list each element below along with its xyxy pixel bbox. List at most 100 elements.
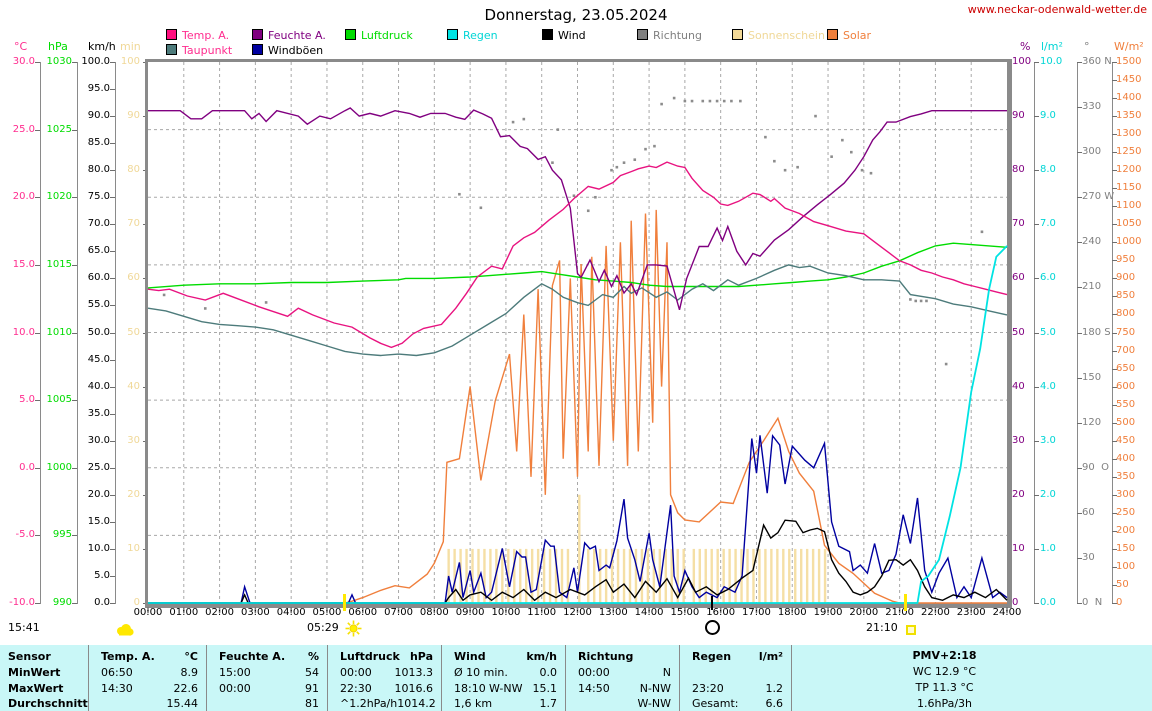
axis-tick-label: 150 [1082, 371, 1102, 383]
table-text: 22.6 [173, 681, 199, 695]
x-axis-tick-label: 21:00 [885, 607, 915, 618]
table-text: 00:00 [219, 681, 251, 695]
legend-item-sonnenschein: Sonnenschein [732, 29, 825, 42]
axis-tick-label: 0.0 [94, 597, 110, 608]
table-text: Gesamt: [692, 697, 739, 710]
axis-tick-label: 90 [1012, 110, 1025, 122]
x-axis-tick-label: 12:00 [563, 607, 592, 618]
axis-tick-label: 20 [1012, 488, 1025, 500]
axis-tick-label: 60 [1012, 272, 1025, 284]
axis-tick-label: 400 [1116, 452, 1136, 464]
x-axis-tick-label: 02:00 [205, 607, 234, 618]
axis-tick-mark [110, 386, 115, 388]
axis-tick-mark [1112, 242, 1117, 244]
table-cell-wind: Ø 10 min. 0.0 [441, 664, 565, 680]
legend-item-luftdruck: Luftdruck [345, 29, 413, 42]
axis-tick-label: 40.0 [87, 380, 110, 392]
axis-tick-mark [1034, 548, 1039, 550]
axis-tick-label: 5.0 [19, 394, 35, 406]
axis-tick-mark [1077, 557, 1082, 559]
axis-tick-mark [110, 170, 115, 172]
table-cell-richtung: 00:00 N [565, 664, 679, 680]
table-text: Temp. A. [101, 649, 155, 663]
axis-tick-mark [72, 197, 77, 199]
axis-tick-mark [110, 575, 115, 577]
axis-unit-label: W/m² [1114, 40, 1144, 53]
axis-tick-label: 1000 [46, 461, 72, 473]
axis-tick-label: 55.0 [87, 299, 110, 311]
axis-tick-label: 80.0 [87, 164, 110, 176]
axis-tick-label: 330 [1082, 101, 1102, 113]
x-axis-tick-label: 04:00 [276, 607, 306, 618]
axis-tick-label: 4.0 [1040, 380, 1056, 392]
axis-tick-label: 100 [1116, 560, 1136, 572]
axis-tick-label: 1020 [46, 191, 72, 203]
table-text: 23:20 [692, 681, 724, 695]
sunset-tick [904, 594, 907, 611]
website-link[interactable]: www.neckar-odenwald-wetter.de [967, 3, 1147, 16]
axis-tick-label: 30.0 [87, 434, 110, 446]
axis-tick-mark [1112, 332, 1117, 334]
axis-tick-label: 1000 [1116, 236, 1142, 248]
legend-swatch-icon [447, 29, 458, 40]
table-text: 54 [305, 665, 319, 679]
table-cell-luftdruck: ^1.2hPa/h 1014.2 [327, 696, 441, 711]
axis-tick-mark [1077, 287, 1082, 289]
x-axis-tick-label: 23:00 [956, 607, 986, 618]
axis-tick-mark [1112, 224, 1117, 226]
legend-label: Regen [463, 29, 498, 42]
axis-tick-label: 100.0 [81, 56, 110, 67]
axis-tick-mark [110, 251, 115, 253]
axis-tick-mark [1077, 422, 1082, 424]
axis-tick-label: 250 [1116, 506, 1136, 518]
table-text: Regen [692, 649, 732, 663]
table-text: 15.44 [166, 697, 199, 710]
axis-tick-mark [1112, 116, 1117, 118]
axis-tick-label: 35.0 [87, 407, 110, 419]
axis-tick-mark [72, 129, 77, 131]
table-cell-wind: 18:10 W-NW 15.1 [441, 680, 565, 696]
axis-tick-label: 20.0 [87, 488, 110, 500]
x-axis-tick-label: 17:00 [742, 607, 771, 618]
axis-tick-mark [110, 359, 115, 361]
table-cell-temp-a-: 15.44 [88, 696, 206, 711]
axis-tick-mark [1077, 242, 1082, 244]
axis-tick-mark [110, 116, 115, 118]
axis-tick-mark [1112, 404, 1117, 406]
table-cell-richtung: 14:50 N-NW [565, 680, 679, 696]
axis-tick-mark [1112, 494, 1117, 496]
axis-tick-mark [35, 332, 40, 334]
axis-tick-mark [35, 129, 40, 131]
table-cell-wind: 1,6 km 1.7 [441, 696, 565, 711]
table-row-label: MinWert [8, 665, 61, 679]
axis-tick-label: 70 [127, 218, 140, 230]
axis-tick-label: 10.0 [1040, 56, 1063, 67]
axis-tick-label: 75.0 [87, 191, 110, 203]
axis-unit-label: hPa [48, 40, 68, 53]
axis-tick-label: 1250 [1116, 146, 1142, 158]
axis-tick-label: 150 [1116, 542, 1136, 554]
table-spacer [206, 645, 327, 648]
axis-tick-label: 25.0 [12, 123, 35, 135]
statistics-table: Sensor Temp. A. °C Feuchte A.% Luftdruck hPa W… [0, 645, 1152, 711]
axis-tick-label: 50 [1116, 578, 1129, 590]
axis-tick-mark [1034, 170, 1039, 172]
axis-tick-label: 990 [52, 597, 72, 608]
axis-tick-label: 1050 [1116, 218, 1142, 230]
axis-tick-label: 30.0 [12, 56, 35, 67]
table-spacer [679, 645, 791, 648]
table-text: km/h [526, 649, 557, 663]
cloud-icon [117, 624, 134, 636]
x-axis-tick-label: 09:00 [455, 607, 485, 618]
axis-tick-label: 5.0 [94, 569, 110, 581]
pmv-line: WC 12.9 °C [912, 665, 977, 678]
axis-unit-label: km/h [88, 40, 116, 53]
legend-swatch-icon [637, 29, 648, 40]
axis-tick-mark [72, 535, 77, 537]
axis-tick-label: 20 [127, 488, 140, 500]
table-text: Wind [454, 649, 486, 663]
axis-tick-label: 210 [1082, 281, 1102, 293]
table-text: 15:00 [219, 665, 251, 679]
axis-tick-mark [110, 89, 115, 91]
axis-tick-mark [1034, 224, 1039, 226]
